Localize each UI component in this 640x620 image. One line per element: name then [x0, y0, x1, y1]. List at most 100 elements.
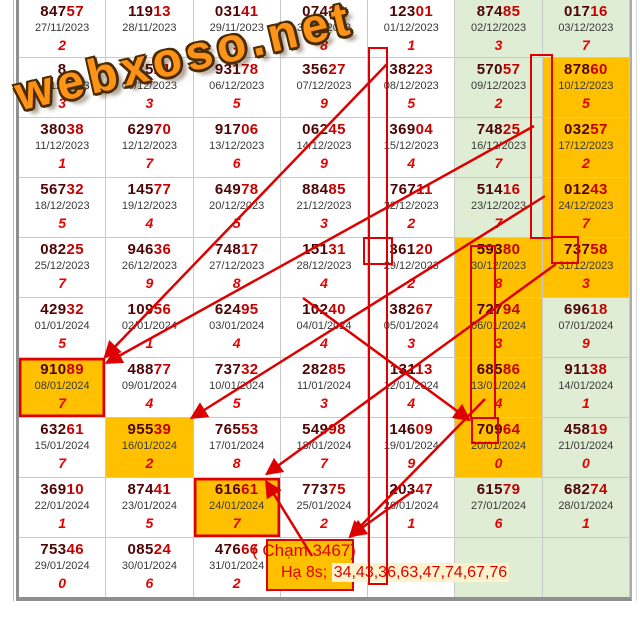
result-number: 63261: [40, 421, 84, 438]
result-date: 21/01/2024: [558, 440, 614, 452]
result-cell: 87441 23/01/2024 5: [106, 477, 194, 537]
result-number: 20347: [389, 481, 434, 498]
result-number: 14609: [389, 421, 434, 438]
result-cell: 70964 20/01/2024 0: [455, 417, 543, 477]
result-number: 38223: [389, 61, 434, 78]
left-border-rule: [13, 0, 14, 601]
result-cell: 51416 23/12/2023 7: [455, 177, 543, 237]
result-cell: 01716 03/12/2023 7: [542, 0, 630, 57]
result-digit: 3: [320, 215, 328, 231]
result-number: 10240: [302, 301, 346, 318]
result-date: 22/12/2023: [383, 200, 439, 212]
result-digit: 8: [232, 275, 241, 291]
result-digit: 7: [232, 515, 241, 531]
result-cell: 56732 18/12/2023 5: [19, 177, 107, 237]
result-cell: 76711 22/12/2023 2: [368, 177, 456, 237]
result-digit: 4: [320, 275, 328, 291]
result-digit: 2: [407, 215, 416, 231]
result-number: 76711: [389, 181, 433, 198]
result-date: 19/12/2023: [121, 200, 177, 212]
result-number: 14577: [127, 181, 172, 198]
result-digit: 0: [58, 575, 67, 591]
result-date: 29/11/2023: [209, 22, 264, 34]
result-cell: 08524 30/01/2024 6: [106, 537, 194, 597]
result-number: 57057: [476, 61, 521, 78]
result-digit: 5: [232, 95, 241, 111]
result-digit: 4: [145, 395, 154, 411]
result-cell: 73758 31/12/2023 3: [542, 237, 630, 297]
result-date: 31/12/2023: [558, 260, 614, 272]
result-number: 06245: [302, 121, 346, 138]
result-number: 01243: [563, 181, 608, 198]
result-number: 68274: [563, 481, 608, 498]
result-digit: 5: [58, 335, 67, 351]
result-cell: 76553 17/01/2024 8: [193, 417, 281, 477]
result-digit: 1: [145, 335, 154, 351]
result-digit: 4: [145, 215, 154, 231]
result-number: 64978: [214, 181, 259, 198]
result-number: 01716: [563, 3, 608, 20]
result-cell: 14609 19/01/2024 9: [368, 417, 456, 477]
result-date: 05/01/2024: [383, 320, 439, 332]
result-number: 91706: [214, 121, 259, 138]
result-digit: 3: [407, 335, 416, 351]
result-number: 62970: [127, 121, 172, 138]
result-cell: 57057 09/12/2023 2: [455, 57, 543, 117]
result-cell: 03257 17/12/2023 2: [542, 117, 630, 177]
result-cell: 63261 15/01/2024 7: [19, 417, 107, 477]
result-number: 45819: [563, 421, 608, 438]
result-cell: 62495 03/01/2024 4: [193, 297, 281, 357]
result-cell: 95539 16/01/2024 2: [106, 417, 194, 477]
result-date: 16/01/2024: [121, 440, 177, 452]
result-cell: 48877 09/01/2024 4: [106, 357, 194, 417]
result-cell: 84757 27/11/2023 2: [19, 0, 107, 57]
result-date: 10/01/2024: [209, 380, 265, 392]
result-date: 20/01/2024: [471, 440, 527, 452]
result-cell: 91089 08/01/2024 7: [19, 357, 107, 417]
result-digit: 7: [494, 215, 503, 231]
empty-cell: [542, 537, 630, 597]
result-cell: 68586 13/01/2024 4: [455, 357, 543, 417]
result-digit: 7: [145, 155, 154, 171]
result-date: 07/12/2023: [296, 80, 352, 92]
result-date: 27/11/2023: [35, 22, 90, 34]
result-date: 18/01/2024: [296, 440, 352, 452]
result-digit: 6: [145, 575, 154, 591]
result-date: 23/01/2024: [121, 500, 177, 512]
result-cell: 36120 29/12/2023 2: [368, 237, 456, 297]
result-digit: 2: [581, 155, 590, 171]
result-number: 61579: [476, 481, 521, 498]
result-number: 15131: [302, 241, 346, 258]
result-number: 87860: [563, 61, 608, 78]
result-date: 13/12/2023: [209, 140, 265, 152]
result-cell: 72794 06/01/2024 3: [455, 297, 543, 357]
result-digit: 1: [581, 395, 590, 411]
result-number: 69618: [563, 301, 608, 318]
cham-note: ( Chạm 3467): [252, 541, 356, 561]
result-digit: 6: [494, 515, 503, 531]
result-cell: 38267 05/01/2024 3: [368, 297, 456, 357]
result-cell: 75346 29/01/2024 0: [19, 537, 107, 597]
result-digit: 2: [494, 95, 503, 111]
result-cell: 77375 25/01/2024 2: [280, 477, 369, 537]
result-date: 17/01/2024: [209, 440, 265, 452]
result-cell: 62970 12/12/2023 7: [106, 117, 194, 177]
result-date: 21/12/2023: [296, 200, 352, 212]
result-number: 36120: [389, 241, 434, 258]
result-digit: 7: [581, 37, 590, 53]
result-date: 18/12/2023: [34, 200, 90, 212]
result-cell: 45819 21/01/2024 0: [542, 417, 630, 477]
result-date: 13/01/2024: [471, 380, 527, 392]
result-digit: 5: [232, 215, 241, 231]
result-cell: 11913 28/11/2023: [106, 0, 194, 57]
result-number: 88485: [302, 181, 346, 198]
cham-note-text: ( Chạm 3467): [252, 541, 356, 560]
result-date: 06/12/2023: [209, 80, 265, 92]
result-digit: 9: [320, 155, 328, 171]
result-digit: 1: [581, 515, 590, 531]
result-cell: 38038 11/12/2023 1: [19, 117, 107, 177]
result-date: 24/12/2023: [558, 200, 614, 212]
result-number: 73732: [214, 361, 259, 378]
result-digit: 7: [58, 395, 67, 411]
result-digit: 5: [232, 37, 241, 53]
